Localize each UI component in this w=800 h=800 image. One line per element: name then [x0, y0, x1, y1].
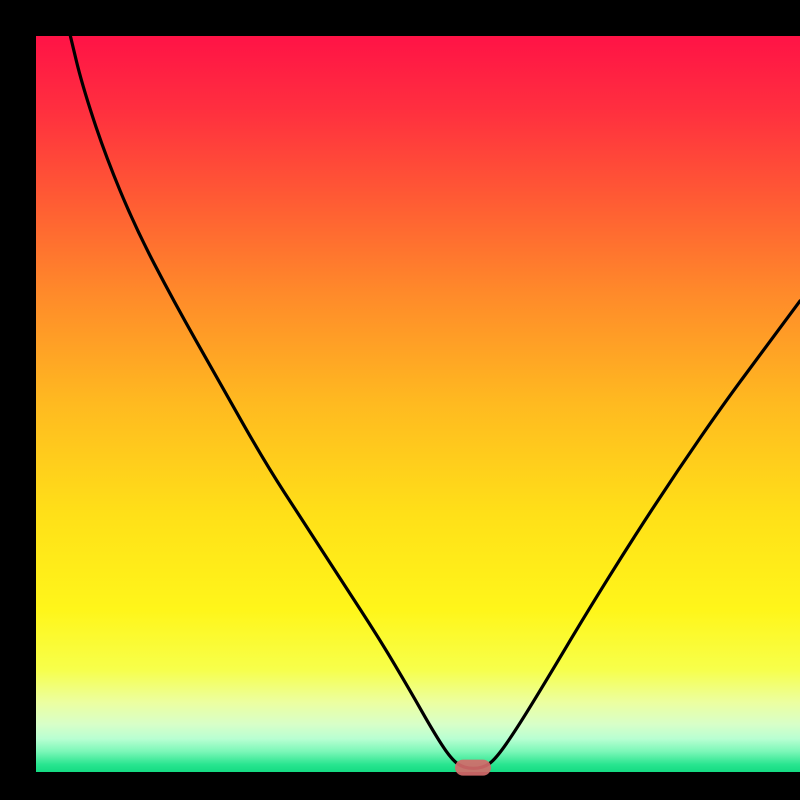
chart-stage: TheBottleneck.com: [0, 0, 800, 800]
optimal-point-marker: [455, 760, 491, 776]
bottleneck-curve-chart: [0, 0, 800, 800]
gradient-plot-area: [36, 36, 800, 772]
